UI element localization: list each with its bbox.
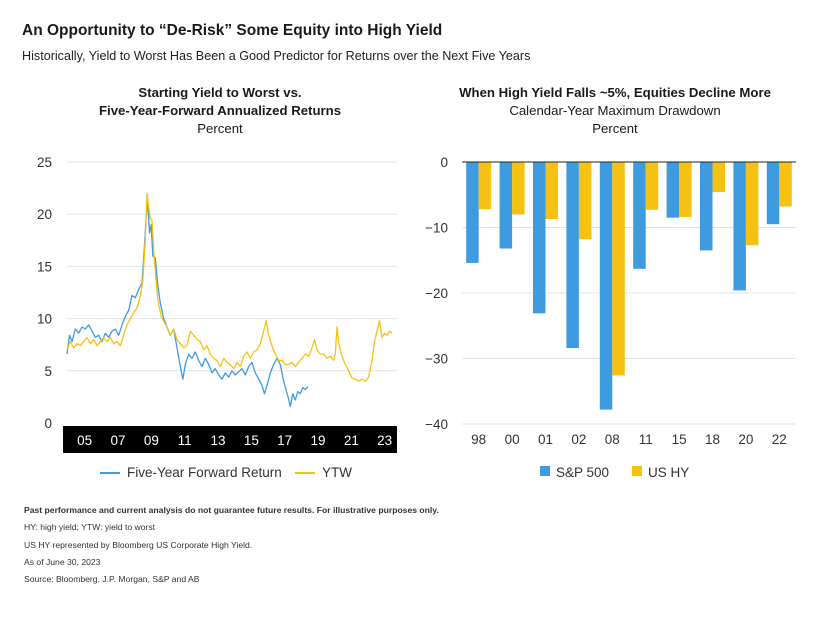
bar-us-hy bbox=[578, 162, 592, 240]
bar-us-hy bbox=[478, 162, 492, 210]
footnote-index: US HY represented by Bloomberg US Corpor… bbox=[24, 540, 253, 550]
x-tick-label: 11 bbox=[178, 433, 192, 448]
y-tick-label: −10 bbox=[425, 221, 448, 236]
series-line-ytw bbox=[66, 192, 393, 382]
x-tick-label: 01 bbox=[538, 432, 553, 447]
bar-sp500 bbox=[599, 162, 613, 410]
y-tick-label: 25 bbox=[37, 155, 52, 170]
x-tick-label: 15 bbox=[672, 432, 687, 447]
bar-sp500 bbox=[466, 162, 479, 263]
legend-swatch bbox=[540, 466, 550, 476]
x-tick-label: 22 bbox=[772, 432, 787, 447]
left-chart-title: Starting Yield to Worst vs. Five-Year-Fo… bbox=[40, 84, 400, 138]
bar-us-hy bbox=[612, 162, 625, 376]
x-tick-label: 21 bbox=[344, 433, 359, 448]
y-tick-label: 0 bbox=[440, 155, 448, 170]
bar-sp500 bbox=[633, 162, 646, 269]
bar-sp500 bbox=[666, 162, 680, 218]
bar-us-hy bbox=[712, 162, 725, 193]
x-tick-label: 20 bbox=[738, 432, 753, 447]
x-tick-label: 23 bbox=[377, 433, 392, 448]
x-tick-label: 17 bbox=[277, 433, 292, 448]
bar-us-hy bbox=[545, 162, 558, 219]
footnote-abbrev: HY: high yield; YTW: yield to worst bbox=[24, 522, 156, 532]
legend-label: YTW bbox=[322, 465, 352, 480]
bar-us-hy bbox=[512, 162, 525, 215]
bar-sp500 bbox=[533, 162, 546, 314]
bar-sp500 bbox=[766, 162, 780, 225]
y-tick-label: 15 bbox=[37, 259, 52, 274]
left-chart-unit: Percent bbox=[197, 121, 243, 136]
x-tick-label: 98 bbox=[471, 432, 486, 447]
x-axis-band bbox=[63, 426, 397, 453]
footnote-disclaimer: Past performance and current analysis do… bbox=[24, 505, 439, 515]
y-tick-label: 10 bbox=[37, 312, 52, 327]
right-chart-title-main: When High Yield Falls ~5%, Equities Decl… bbox=[459, 85, 771, 100]
bar-us-hy bbox=[645, 162, 659, 210]
legend-label: S&P 500 bbox=[556, 465, 609, 480]
legend-label: US HY bbox=[648, 465, 689, 480]
x-tick-label: 00 bbox=[505, 432, 520, 447]
y-tick-label: 0 bbox=[44, 416, 52, 431]
x-tick-label: 02 bbox=[571, 432, 586, 447]
series-line-forward-return bbox=[66, 201, 309, 407]
bar-us-hy bbox=[679, 162, 692, 217]
right-chart-subtitle: Calendar-Year Maximum Drawdown bbox=[509, 103, 721, 118]
legend-label: Five-Year Forward Return bbox=[127, 465, 282, 480]
y-tick-label: −20 bbox=[425, 286, 448, 301]
y-tick-label: 5 bbox=[44, 364, 52, 379]
legend-swatch bbox=[632, 466, 642, 476]
footnote-asof: As of June 30, 2023 bbox=[24, 557, 101, 567]
x-tick-label: 08 bbox=[605, 432, 620, 447]
x-tick-label: 19 bbox=[310, 433, 325, 448]
left-chart-title-line2: Five-Year-Forward Annualized Returns bbox=[98, 103, 342, 118]
page-subtitle: Historically, Yield to Worst Has Been a … bbox=[22, 49, 531, 63]
y-tick-label: −30 bbox=[425, 352, 448, 367]
x-tick-label: 11 bbox=[639, 432, 653, 447]
bar-sp500 bbox=[733, 162, 746, 291]
footnote-source: Source: Bloomberg, J.P. Morgan, S&P and … bbox=[24, 574, 200, 584]
bar-us-hy bbox=[745, 162, 759, 246]
x-tick-label: 07 bbox=[110, 433, 125, 448]
y-tick-label: −40 bbox=[425, 417, 448, 432]
y-tick-label: 20 bbox=[37, 207, 52, 222]
bar-us-hy bbox=[779, 162, 792, 207]
right-chart-unit: Percent bbox=[592, 121, 638, 136]
x-tick-label: 05 bbox=[77, 433, 92, 448]
bar-sp500 bbox=[566, 162, 579, 348]
right-chart-title: When High Yield Falls ~5%, Equities Decl… bbox=[430, 84, 800, 138]
x-tick-label: 13 bbox=[210, 433, 225, 448]
x-tick-label: 18 bbox=[705, 432, 720, 447]
line-chart: 25 20 15 10 5 0 05 07 09 11 13 15 17 19 21 23 Five-Year … bbox=[37, 155, 397, 480]
x-tick-label: 15 bbox=[244, 433, 259, 448]
x-tick-label: 09 bbox=[144, 433, 159, 448]
left-chart-title-line1: Starting Yield to Worst vs. bbox=[138, 85, 302, 100]
page-title: An Opportunity to “De-Risk” Some Equity … bbox=[22, 22, 443, 39]
bar-sp500 bbox=[499, 162, 513, 249]
bar-chart: 0 −10 −20 −30 −40 98 00 01 02 08 11 15 18 20 22 S&P 500… bbox=[425, 155, 796, 480]
bar-sp500 bbox=[700, 162, 713, 251]
